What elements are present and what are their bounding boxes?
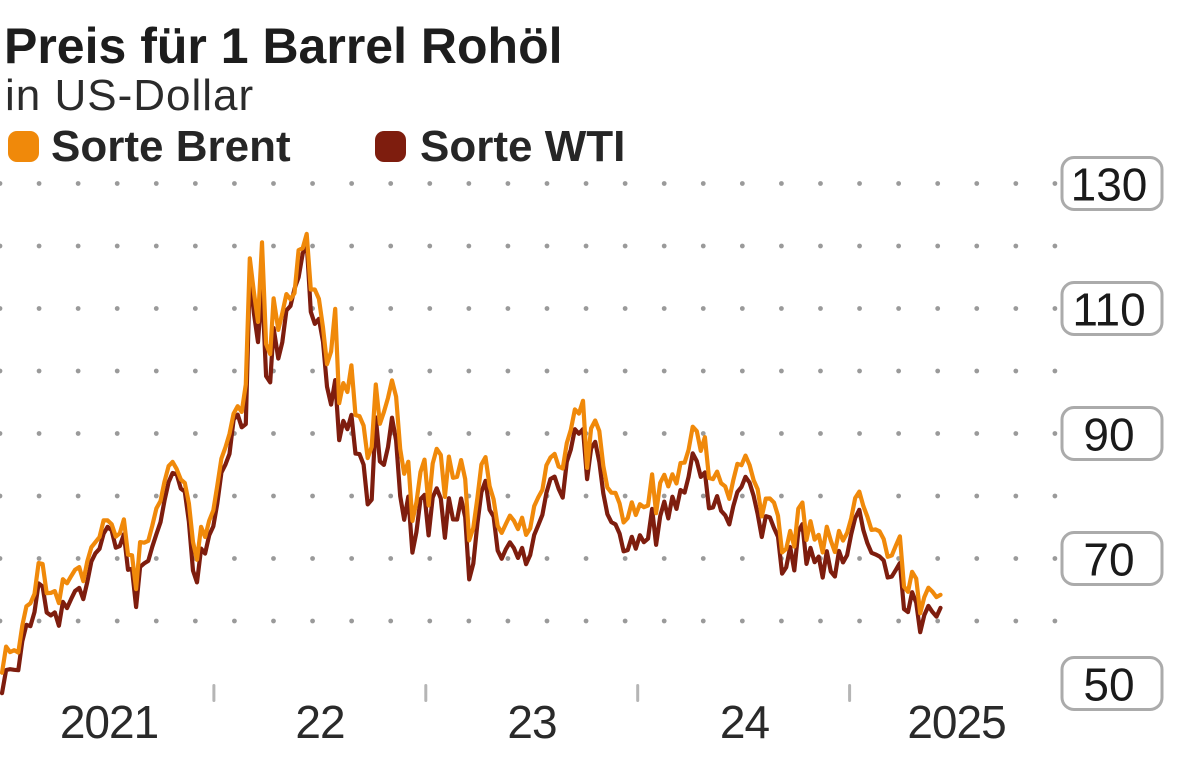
svg-text:130: 130 bbox=[1071, 159, 1148, 211]
svg-text:2021: 2021 bbox=[60, 696, 158, 748]
svg-text:110: 110 bbox=[1072, 284, 1145, 336]
svg-text:23: 23 bbox=[507, 696, 556, 748]
svg-text:24: 24 bbox=[720, 696, 770, 748]
svg-text:22: 22 bbox=[295, 696, 344, 748]
svg-text:90: 90 bbox=[1083, 409, 1134, 461]
svg-text:50: 50 bbox=[1083, 659, 1134, 711]
svg-text:2025: 2025 bbox=[907, 696, 1005, 748]
svg-text:70: 70 bbox=[1083, 534, 1134, 586]
